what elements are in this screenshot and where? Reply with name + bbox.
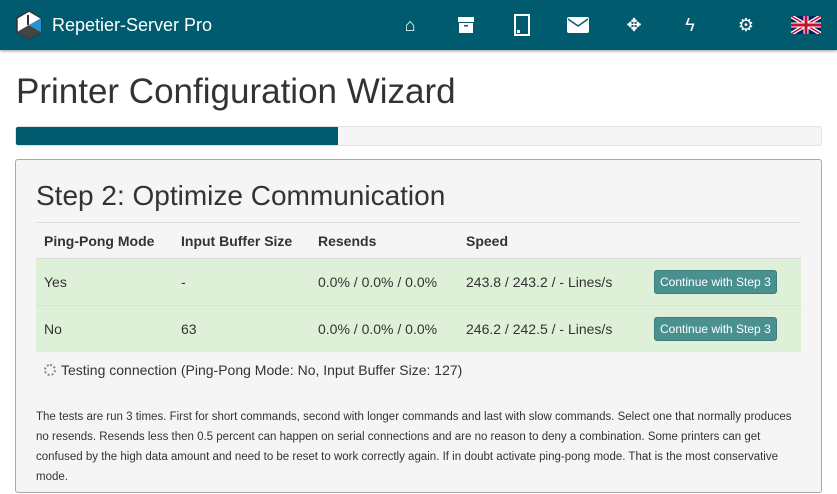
continue-step3-button[interactable]: Continue with Step 3 bbox=[654, 270, 777, 294]
gear-icon[interactable]: ⚙ bbox=[737, 14, 755, 35]
bolt-icon[interactable]: ϟ bbox=[685, 14, 695, 35]
archive-icon[interactable] bbox=[455, 14, 477, 36]
home-icon[interactable]: ⌂ bbox=[404, 14, 416, 35]
cell-speed: 246.2 / 242.5 / - Lines/s bbox=[458, 305, 646, 352]
wizard-progress-bar bbox=[15, 126, 822, 146]
header-ping-pong: Ping-Pong Mode bbox=[44, 233, 155, 249]
page-title: Printer Configuration Wizard bbox=[16, 72, 456, 111]
header-resends: Resends bbox=[318, 233, 377, 249]
table-row: Yes - 0.0% / 0.0% / 0.0% 243.8 / 243.2 /… bbox=[36, 258, 801, 306]
cell-resends: 0.0% / 0.0% / 0.0% bbox=[310, 305, 458, 352]
cell-mode: No bbox=[36, 305, 173, 352]
testing-status: Testing connection (Ping-Pong Mode: No, … bbox=[44, 362, 801, 378]
envelope-icon[interactable] bbox=[567, 14, 589, 36]
app-title[interactable]: Repetier-Server Pro bbox=[52, 14, 213, 35]
table-row: No 63 0.0% / 0.0% / 0.0% 246.2 / 242.5 /… bbox=[36, 305, 801, 352]
navbar: Repetier-Server Pro ⌂ ✥ ϟ ⚙ bbox=[0, 0, 837, 50]
testing-text: Testing connection (Ping-Pong Mode: No, … bbox=[61, 362, 463, 378]
cell-speed: 243.8 / 243.2 / - Lines/s bbox=[458, 258, 646, 306]
cell-mode: Yes bbox=[36, 258, 173, 306]
repetier-logo[interactable] bbox=[16, 10, 42, 40]
progress-fill bbox=[16, 127, 338, 145]
spinner-icon bbox=[44, 364, 56, 376]
header-speed: Speed bbox=[466, 233, 509, 249]
cell-resends: 0.0% / 0.0% / 0.0% bbox=[310, 258, 458, 306]
tablet-icon[interactable] bbox=[511, 14, 533, 36]
cell-buffer: - bbox=[173, 258, 310, 306]
step-panel: Step 2: Optimize Communication Ping-Pong… bbox=[15, 159, 822, 493]
step-title: Step 2: Optimize Communication bbox=[36, 180, 801, 223]
uk-flag-icon[interactable] bbox=[791, 14, 821, 36]
cell-buffer: 63 bbox=[173, 305, 310, 352]
results-table: Ping-Pong Mode Input Buffer Size Resends… bbox=[36, 223, 801, 352]
expand-icon[interactable]: ✥ bbox=[626, 14, 642, 35]
continue-step3-button[interactable]: Continue with Step 3 bbox=[654, 317, 777, 341]
header-buffer: Input Buffer Size bbox=[181, 233, 293, 249]
help-text: The tests are run 3 times. First for sho… bbox=[36, 411, 792, 483]
